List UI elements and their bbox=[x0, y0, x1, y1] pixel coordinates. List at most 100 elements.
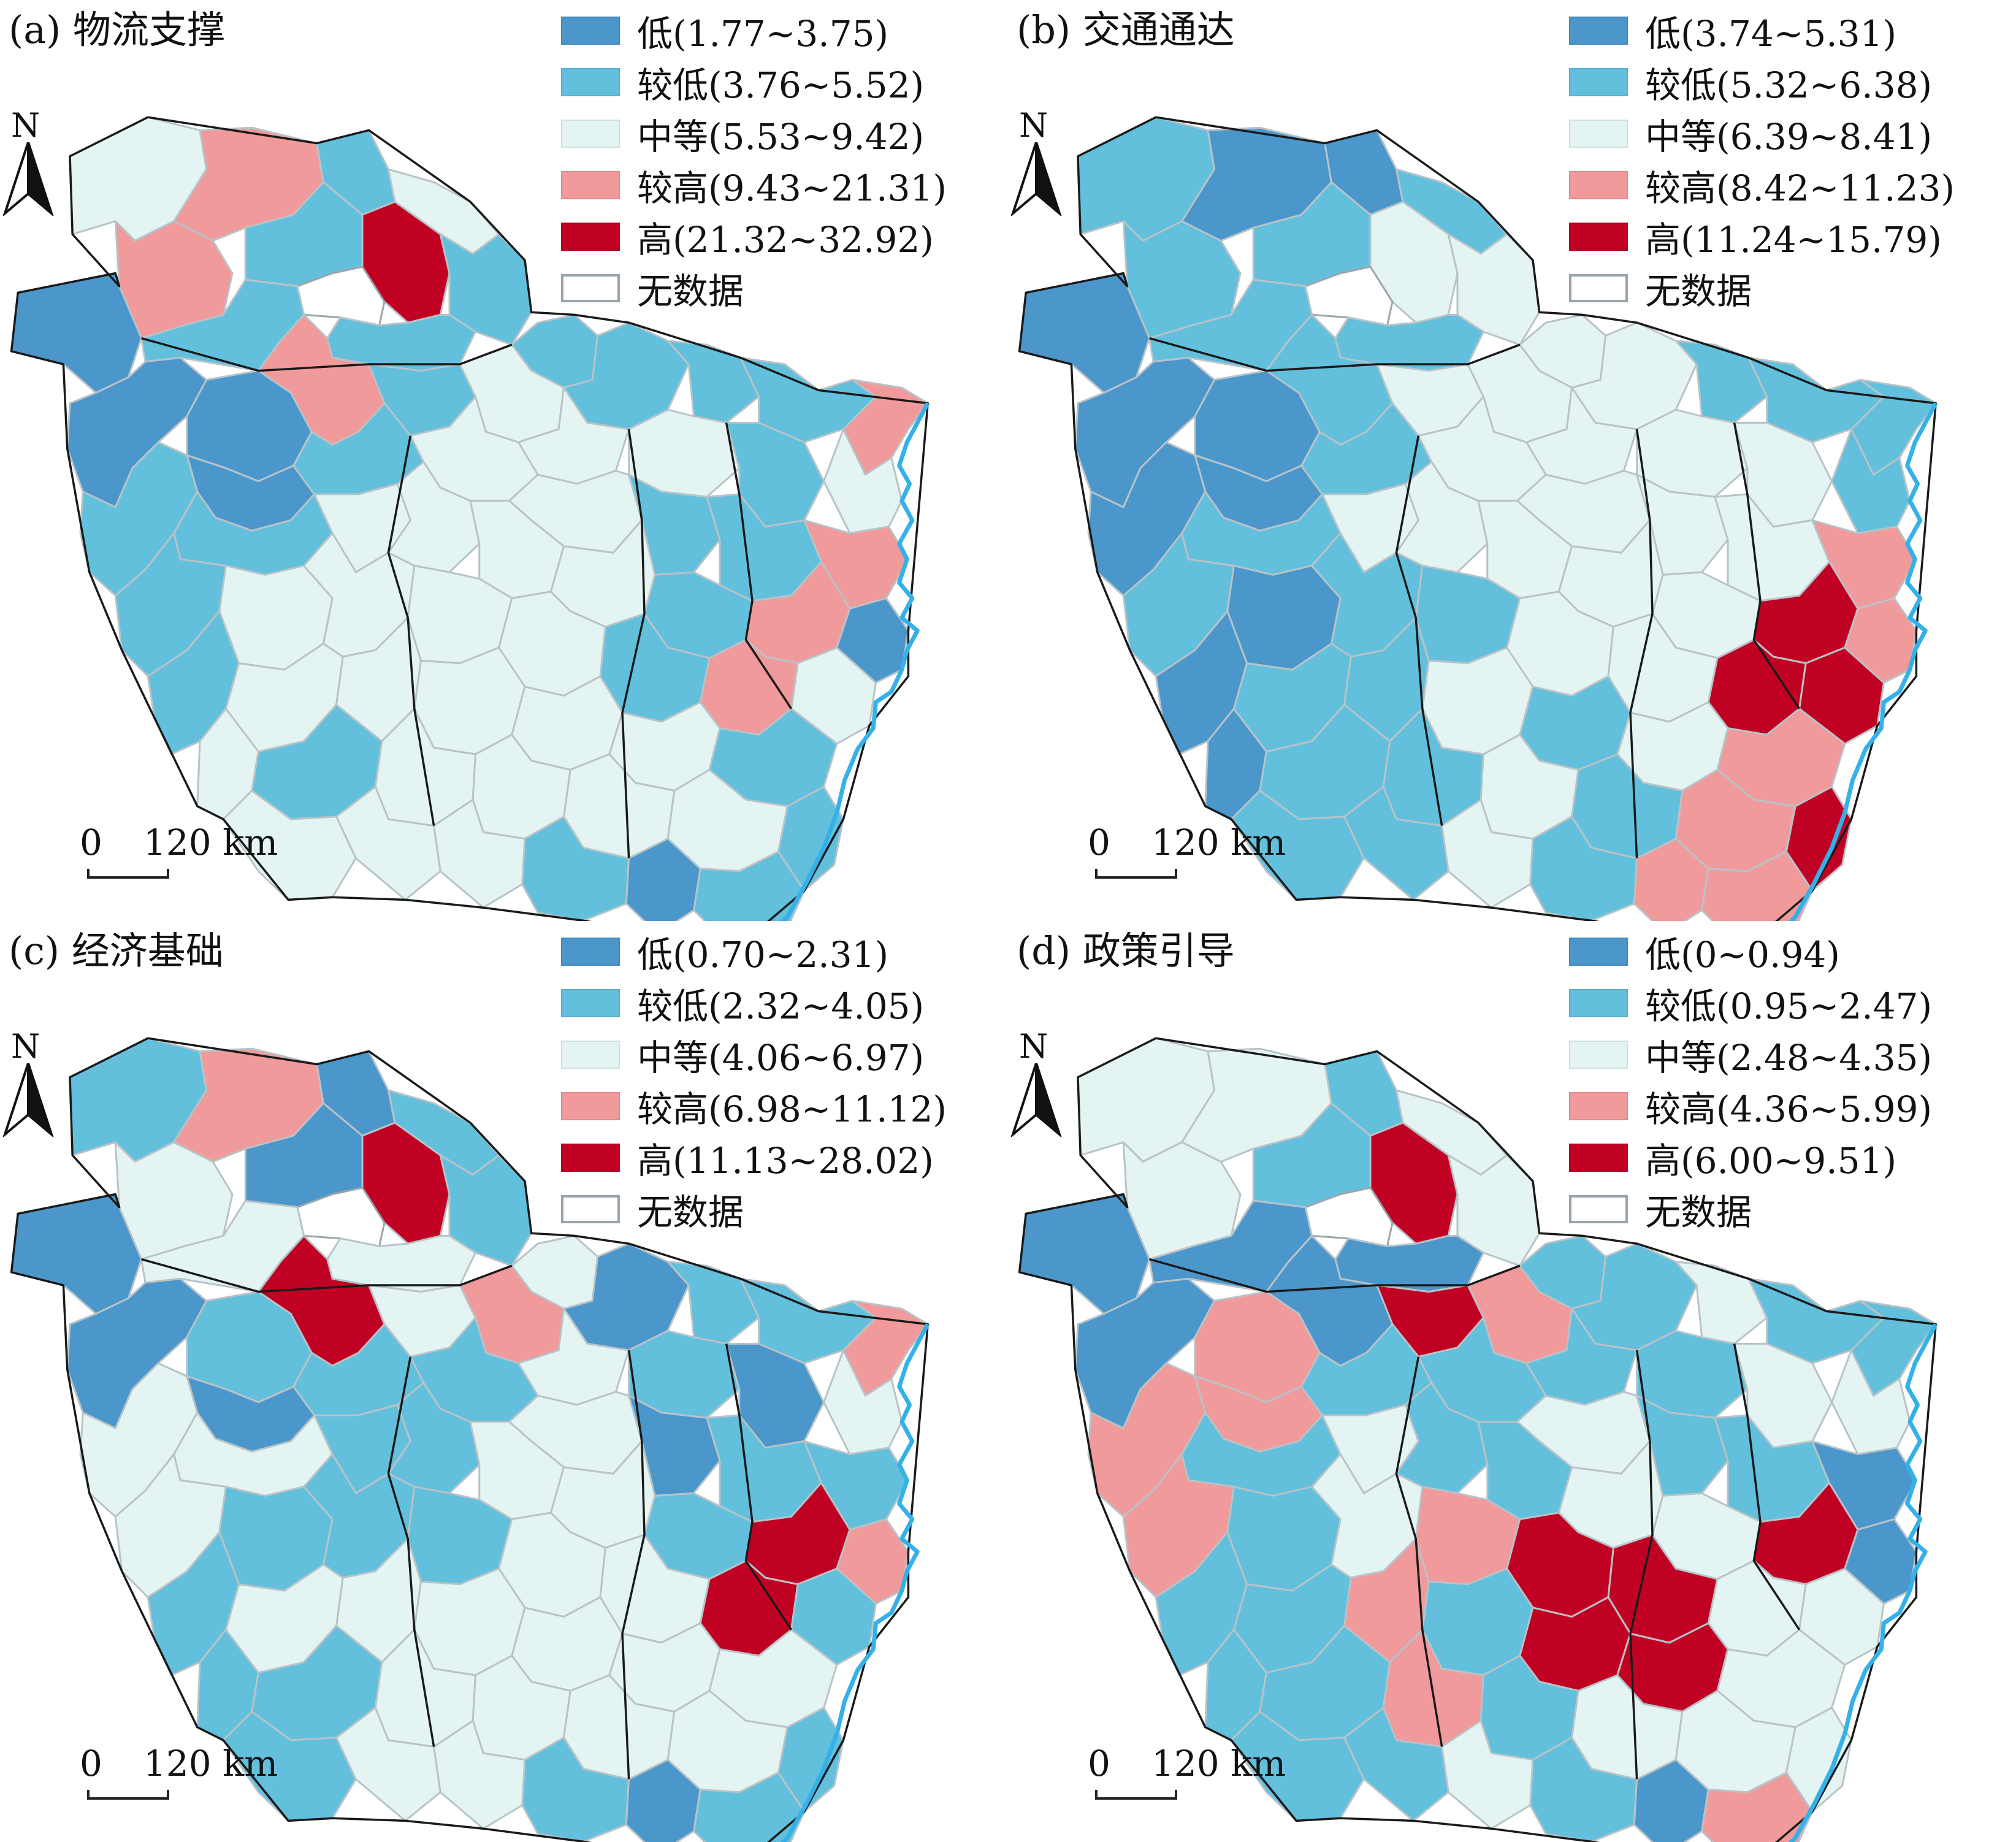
panel-a: (a) 物流支撑 低(1.77~3.75) 较低(3.76~5.52) 中等(5… bbox=[0, 0, 1008, 921]
legend-swatch bbox=[1569, 68, 1628, 96]
map-regions bbox=[10, 1037, 929, 1842]
legend-swatch bbox=[1569, 274, 1628, 302]
legend-label: 较高(6.98~11.12) bbox=[637, 1088, 947, 1130]
legend-item-high: 高(11.13~28.02) bbox=[561, 1132, 947, 1183]
legend-label: 低(0.70~2.31) bbox=[637, 934, 889, 976]
map-region bbox=[296, 266, 386, 326]
legend-item-lower: 较低(2.32~4.05) bbox=[561, 977, 947, 1029]
map-region bbox=[1395, 460, 1489, 573]
legend-swatch bbox=[1569, 1092, 1628, 1120]
map-b bbox=[1018, 116, 1938, 921]
legend-item-low: 低(1.77~3.75) bbox=[561, 5, 947, 56]
map-region bbox=[1447, 233, 1541, 346]
map-region bbox=[693, 1771, 806, 1842]
legend-label: 无数据 bbox=[1645, 1191, 1752, 1233]
scale-distance-label: 120 km bbox=[1151, 822, 1286, 863]
legend-item-high: 高(21.32~32.92) bbox=[561, 211, 947, 262]
scale-zero-label: 0 bbox=[80, 822, 102, 863]
legend-swatch bbox=[1569, 1144, 1628, 1172]
legend-item-low: 低(0~0.94) bbox=[1569, 926, 1932, 977]
legend-label: 较低(3.76~5.52) bbox=[637, 64, 925, 106]
province-border bbox=[725, 1343, 793, 1630]
map-region bbox=[387, 1382, 481, 1494]
scale-distance-label: 120 km bbox=[1151, 1743, 1286, 1784]
legend-item-nodata: 无数据 bbox=[561, 262, 947, 314]
province-border bbox=[387, 1356, 435, 1747]
map-region bbox=[1395, 1382, 1489, 1494]
map-region bbox=[693, 850, 806, 921]
legend: 低(0~0.94) 较低(0.95~2.47) 中等(2.48~4.35) 较高… bbox=[1569, 926, 1932, 1235]
legend-swatch bbox=[561, 938, 620, 966]
province-border bbox=[387, 435, 435, 826]
legend-label: 低(1.77~3.75) bbox=[637, 13, 889, 55]
map-region bbox=[439, 1154, 533, 1267]
legend-item-high: 高(6.00~9.51) bbox=[1569, 1132, 1932, 1183]
north-arrow: N bbox=[1010, 109, 1062, 216]
north-arrow-icon bbox=[2, 142, 54, 216]
north-arrow-icon bbox=[1010, 1063, 1062, 1137]
province-border bbox=[1018, 116, 1937, 921]
legend-swatch bbox=[1569, 223, 1628, 251]
legend-item-lower: 较低(3.76~5.52) bbox=[561, 56, 947, 108]
coastline bbox=[1788, 402, 1938, 921]
legend: 低(0.70~2.31) 较低(2.32~4.05) 中等(4.06~6.97)… bbox=[561, 926, 947, 1235]
legend-swatch bbox=[561, 120, 620, 148]
map-region bbox=[439, 233, 533, 346]
province-border bbox=[621, 1350, 646, 1779]
legend-item-lower: 较低(0.95~2.47) bbox=[1569, 977, 1932, 1029]
map-c bbox=[10, 1037, 930, 1842]
legend-label: 较高(4.36~5.99) bbox=[1645, 1088, 1933, 1130]
legend: 低(1.77~3.75) 较低(3.76~5.52) 中等(5.53~9.42)… bbox=[561, 5, 947, 314]
north-arrow: N bbox=[1010, 1030, 1062, 1137]
panel-d: (d) 政策引导 低(0~0.94) 较低(0.95~2.47) 中等(2.48… bbox=[1008, 921, 2016, 1842]
legend-swatch bbox=[1569, 120, 1628, 148]
legend-label: 无数据 bbox=[637, 270, 744, 312]
scale-bar: 0 120 km bbox=[1088, 825, 1290, 898]
legend-label: 中等(6.39~8.41) bbox=[1645, 116, 1933, 158]
legend-swatch bbox=[1569, 989, 1628, 1017]
map-region bbox=[1674, 340, 1768, 424]
map-d bbox=[1018, 1037, 1938, 1842]
legend-item-medium: 中等(5.53~9.42) bbox=[561, 108, 947, 159]
coastline bbox=[780, 402, 930, 921]
map-region bbox=[296, 1187, 386, 1247]
map-regions bbox=[1018, 1037, 1937, 1842]
legend-swatch bbox=[561, 223, 620, 251]
province-border bbox=[725, 422, 793, 709]
legend-item-higher: 较高(8.42~11.23) bbox=[1569, 159, 1955, 211]
map-region bbox=[1701, 1771, 1814, 1842]
legend-label: 中等(5.53~9.42) bbox=[637, 116, 925, 158]
panel-title: (b) 交通通达 bbox=[1017, 7, 1235, 52]
north-arrow: N bbox=[2, 1027, 54, 1137]
scale-zero-label: 0 bbox=[80, 1743, 102, 1784]
north-label: N bbox=[11, 106, 40, 145]
legend-label: 较低(0.95~2.47) bbox=[1645, 985, 1933, 1027]
legend-item-medium: 中等(4.06~6.97) bbox=[561, 1029, 947, 1080]
scale-line bbox=[87, 869, 169, 879]
legend-label: 较高(9.43~21.31) bbox=[637, 167, 947, 209]
legend-item-low: 低(0.70~2.31) bbox=[561, 926, 947, 977]
north-label: N bbox=[11, 1027, 40, 1066]
map-regions bbox=[1018, 116, 1937, 921]
province-border bbox=[1149, 1258, 1521, 1293]
legend-label: 无数据 bbox=[637, 1191, 744, 1233]
scale-bar: 0 120 km bbox=[1088, 1746, 1290, 1819]
north-arrow-icon bbox=[2, 1063, 54, 1137]
legend-swatch bbox=[561, 171, 620, 199]
province-border bbox=[1018, 1037, 1937, 1842]
legend-swatch bbox=[1569, 1041, 1628, 1069]
legend-swatch bbox=[561, 1144, 620, 1172]
legend-item-nodata: 无数据 bbox=[1569, 1183, 1932, 1235]
legend-label: 无数据 bbox=[1645, 270, 1752, 312]
scale-bar: 0 120 km bbox=[80, 825, 282, 898]
legend-item-nodata: 无数据 bbox=[1569, 262, 1955, 314]
coastline bbox=[1788, 1323, 1938, 1842]
legend-item-higher: 较高(9.43~21.31) bbox=[561, 159, 947, 211]
scale-bar: 0 120 km bbox=[80, 1746, 282, 1819]
map-region bbox=[1447, 1154, 1541, 1267]
map-region bbox=[666, 1261, 760, 1345]
map-region bbox=[1674, 1261, 1768, 1345]
legend-item-high: 高(11.24~15.79) bbox=[1569, 211, 1955, 262]
map-regions bbox=[10, 116, 929, 921]
scale-zero-label: 0 bbox=[1088, 822, 1110, 863]
